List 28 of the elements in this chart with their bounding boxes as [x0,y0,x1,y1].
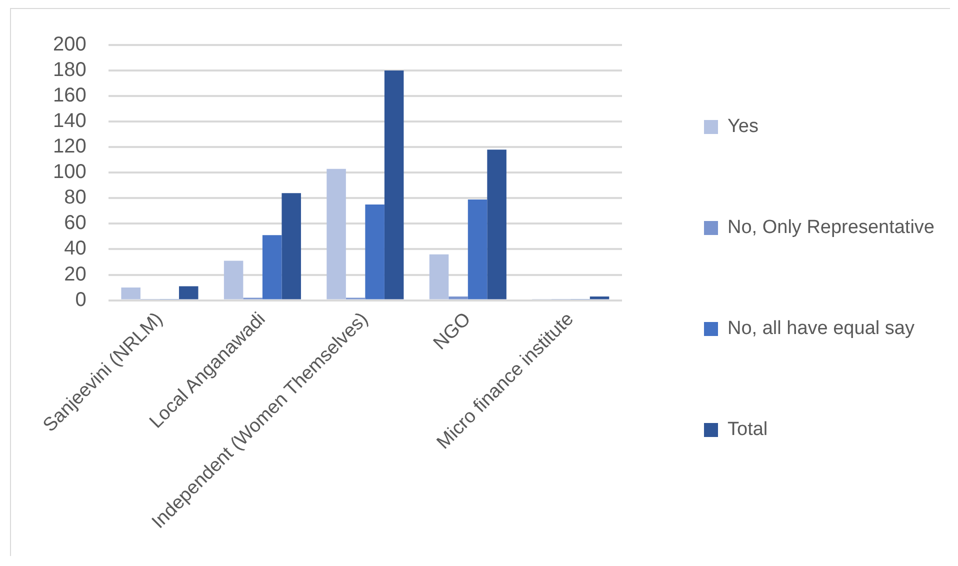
bar [429,254,449,300]
bar [448,296,468,300]
bar [282,193,301,300]
legend-label: Total [728,419,768,440]
bar [178,286,198,300]
legend-label: Yes [728,116,758,138]
bar [487,150,506,300]
legend-label: No, Only Representative [728,217,934,238]
y-tick-label: 180 [52,59,86,82]
y-tick-label: 0 [75,288,86,311]
bar [326,168,346,300]
y-tick-label: 200 [52,34,86,56]
y-tick-label: 20 [64,263,86,286]
y-tick-label: 60 [64,212,86,234]
y-tick-label: 100 [52,161,86,184]
y-tick-label: 80 [64,186,86,209]
y-tick-label: 160 [52,84,86,107]
bar [384,70,404,300]
bar [468,199,488,300]
y-tick-label: 40 [64,238,86,260]
bar [365,204,384,300]
bar [262,235,282,300]
y-tick-label: 140 [52,110,86,132]
bar [121,288,140,300]
bar [590,296,610,300]
bar [224,260,244,300]
legend-label: No, all have equal say [728,318,915,340]
y-tick-label: 120 [52,136,86,158]
